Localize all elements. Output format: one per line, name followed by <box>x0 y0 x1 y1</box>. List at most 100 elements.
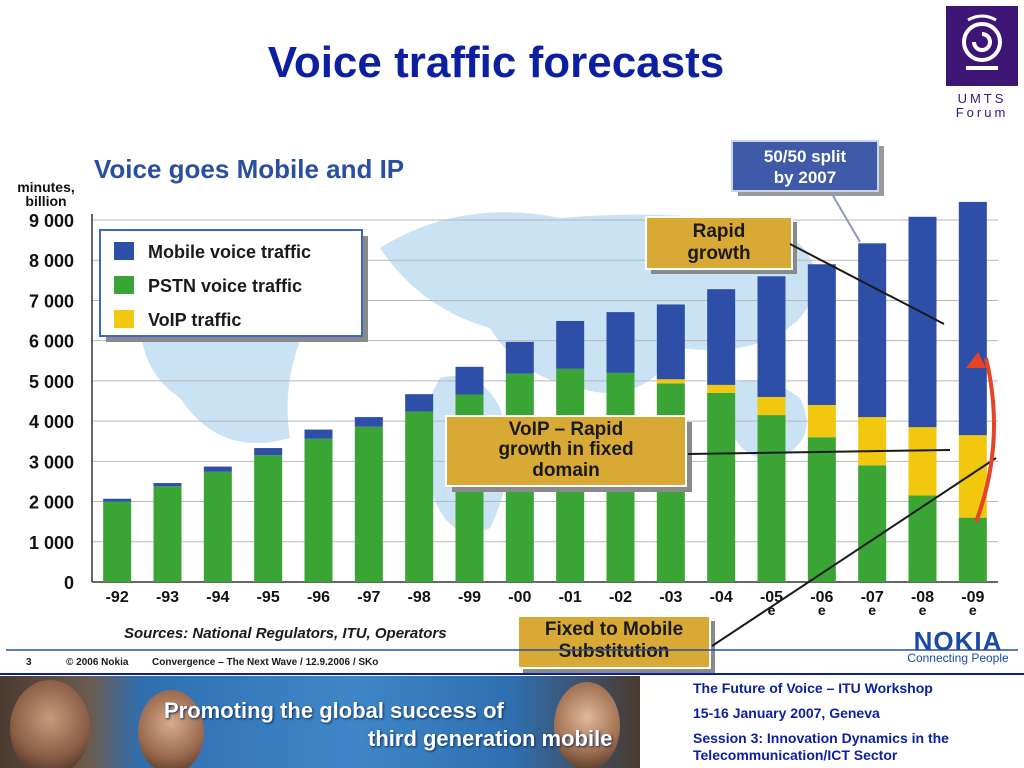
footer-divider <box>0 673 1024 675</box>
annotation-voip-box <box>445 415 687 487</box>
x-tick-label: -01 <box>559 589 582 606</box>
bar-pstn-voice-traffic-12 <box>707 392 736 582</box>
chart-footer-copyright: © 2006 Nokia <box>66 657 129 668</box>
bar-pstn-voice-traffic-1 <box>153 486 182 582</box>
x-tick-label: -06 <box>810 589 833 606</box>
workshop-session: Session 3: Innovation Dynamics in the Te… <box>693 730 949 763</box>
x-tick-label: -95 <box>257 589 280 606</box>
banner-face-middle <box>138 690 204 768</box>
banner-line1: Promoting the global success of <box>164 698 504 723</box>
umts-wordmark: UMTS Forum <box>946 92 1018 120</box>
workshop-title: The Future of Voice – ITU Workshop <box>693 680 933 696</box>
bar-mobile-voice-traffic-7 <box>455 366 484 395</box>
annotation-fixed-mobile-pointer <box>711 457 997 647</box>
x-tick-label: e <box>768 602 776 618</box>
y-tick-label: 7 000 <box>29 291 74 311</box>
umts-emblem <box>946 6 1018 86</box>
bar-mobile-voice-traffic-2 <box>203 466 232 472</box>
bar-pstn-voice-traffic-16 <box>908 495 937 582</box>
nokia-logo: NOKIA <box>914 626 1003 656</box>
bar-pstn-voice-traffic-15 <box>858 465 887 582</box>
annotation-rapid-growth-box <box>645 216 793 270</box>
bar-pstn-voice-traffic-3 <box>254 455 283 582</box>
annotation-voip-line3: domain <box>532 460 600 481</box>
x-tick-label: e <box>868 602 876 618</box>
umts-forum-logo: UMTS Forum <box>946 6 1018 122</box>
bar-pstn-voice-traffic-13 <box>757 415 786 582</box>
bar-pstn-voice-traffic-0 <box>103 501 132 582</box>
x-tick-label: e <box>969 602 977 618</box>
bar-mobile-voice-traffic-11 <box>656 304 685 380</box>
y-tick-label: 1 000 <box>29 533 74 553</box>
y-tick-label: 3 000 <box>29 452 74 472</box>
bar-mobile-voice-traffic-15 <box>858 243 887 418</box>
banner-face-left <box>10 680 90 768</box>
chart-footer-page: 3 <box>26 657 32 668</box>
legend-swatch <box>114 310 134 328</box>
bar-voip-traffic-13 <box>757 396 786 416</box>
bar-mobile-voice-traffic-6 <box>405 394 434 412</box>
bar-mobile-voice-traffic-1 <box>153 483 182 487</box>
x-tick-label: e <box>919 602 927 618</box>
bar-pstn-voice-traffic-17 <box>958 517 987 582</box>
bar-mobile-voice-traffic-5 <box>354 417 383 427</box>
bar-mobile-voice-traffic-4 <box>304 429 333 439</box>
workshop-date: 15-16 January 2007, Geneva <box>693 705 880 721</box>
bar-pstn-voice-traffic-2 <box>203 471 232 582</box>
bar-voip-traffic-14 <box>807 405 836 438</box>
bar-voip-traffic-15 <box>858 417 887 466</box>
y-tick-label: 5 000 <box>29 372 74 392</box>
x-tick-label: -96 <box>307 589 330 606</box>
annotation-voip-line1: VoIP – Rapid <box>509 419 623 440</box>
y-axis-label: billion <box>25 193 66 209</box>
x-tick-label: -99 <box>458 589 481 606</box>
x-tick-label: -04 <box>710 589 733 606</box>
bar-mobile-voice-traffic-12 <box>707 289 736 385</box>
x-tick-label: -98 <box>408 589 431 606</box>
x-tick-label: -93 <box>156 589 179 606</box>
annotation-rapid-growth-line1: Rapid <box>693 221 746 242</box>
x-tick-label: -09 <box>961 589 984 606</box>
chart-footer-ref: Convergence – The Next Wave / 12.9.2006 … <box>152 657 378 668</box>
x-tick-label: -94 <box>206 589 229 606</box>
x-tick-label: -02 <box>609 589 632 606</box>
legend-label: Mobile voice traffic <box>148 242 311 262</box>
x-tick-label: -92 <box>106 589 129 606</box>
y-tick-label: 6 000 <box>29 332 74 352</box>
bar-mobile-voice-traffic-13 <box>757 276 786 397</box>
bar-mobile-voice-traffic-14 <box>807 264 836 406</box>
chart-title: Voice goes Mobile and IP <box>94 154 404 184</box>
bar-voip-traffic-11 <box>656 379 685 384</box>
annotation-rapid-growth-line2: growth <box>687 243 750 264</box>
bar-pstn-voice-traffic-5 <box>354 426 383 582</box>
y-tick-label: 8 000 <box>29 251 74 271</box>
umts-line2: Forum <box>955 105 1009 120</box>
bar-voip-traffic-12 <box>707 384 736 393</box>
annotation-fixed-mobile-box <box>517 615 711 669</box>
slide-title: Voice traffic forecasts <box>267 38 725 87</box>
annotation-50-50-box <box>731 140 879 192</box>
banner-line2: third generation mobile <box>368 726 613 751</box>
workshop-info: The Future of Voice – ITU Workshop 15-16… <box>693 680 1023 764</box>
chart-source: Sources: National Regulators, ITU, Opera… <box>124 625 447 642</box>
bar-pstn-voice-traffic-14 <box>807 437 836 582</box>
x-tick-label: -07 <box>861 589 884 606</box>
bar-mobile-voice-traffic-0 <box>103 498 132 502</box>
legend-label: PSTN voice traffic <box>148 276 302 296</box>
x-tick-label: -03 <box>659 589 682 606</box>
chart-area: 0 1 000 2 000 3 000 4 000 5 000 6 000 7 000 8 00… <box>0 138 1024 678</box>
legend-swatch <box>114 276 134 294</box>
legend-box <box>99 229 363 337</box>
substitution-arrow <box>974 357 996 523</box>
nokia-tagline: Connecting People <box>907 651 1009 665</box>
legend-label: VoIP traffic <box>148 310 241 330</box>
annotation-voip-line2: growth in fixed <box>498 439 633 460</box>
annotation-voip-pointer <box>687 449 951 455</box>
bar-mobile-voice-traffic-16 <box>908 216 937 428</box>
annotation-50-50-line2: by 2007 <box>774 168 836 187</box>
umts-line1: UMTS <box>957 91 1007 106</box>
bar-pstn-voice-traffic-4 <box>304 438 333 582</box>
annotation-fixed-mobile-line1: Fixed to Mobile <box>545 619 683 640</box>
substitution-arrowhead <box>966 352 986 368</box>
bar-mobile-voice-traffic-17 <box>958 201 987 436</box>
